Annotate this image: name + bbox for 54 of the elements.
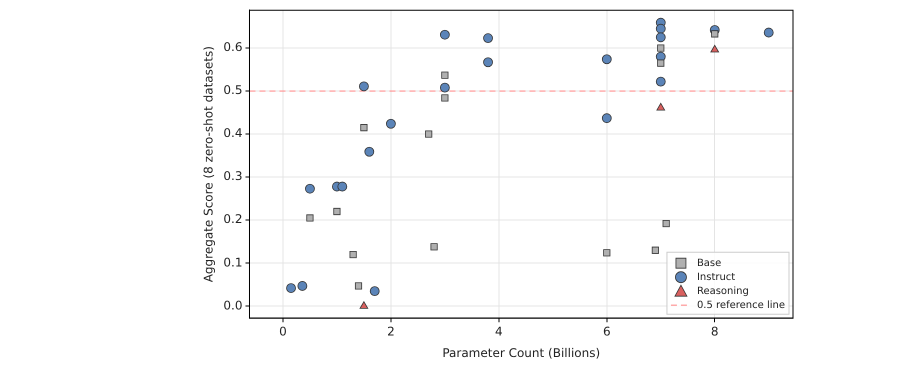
legend-label: Instruct [696,272,736,283]
point [425,130,432,138]
point [370,286,380,296]
x-tick-label: 4 [495,324,503,339]
point [656,24,666,34]
point [440,82,450,93]
point [483,33,493,44]
legend-label: Base [696,258,722,269]
legend-label: Reasoning [696,286,749,297]
point [656,32,666,42]
point [286,283,296,293]
point [306,214,314,222]
point [350,250,357,258]
point [305,184,315,194]
point [656,102,666,110]
point [602,54,612,64]
x-tick-label: 8 [710,324,719,339]
point [441,94,448,102]
x-tick-label: 6 [602,324,611,339]
point [430,243,438,250]
point [440,30,450,40]
y-tick-label: 0.2 [223,212,242,226]
y-tick-label: 0.5 [223,83,242,98]
point [657,60,664,67]
point [656,76,666,87]
point [360,301,368,309]
point [337,182,348,192]
point [710,44,720,52]
y-tick-label: 0.1 [223,255,242,270]
point [662,220,670,228]
point [354,282,362,290]
y-tick-label: 0.4 [223,126,242,140]
point [441,72,448,79]
point [364,146,374,157]
point [652,246,659,254]
point [360,124,368,132]
y-tick-label: 0.3 [223,169,242,184]
point [603,249,610,256]
point [657,44,664,52]
point [483,57,493,68]
point [297,281,308,291]
y-tick-label: 0.0 [223,298,242,312]
point [333,208,341,216]
x-axis-title: Parameter Count (Billions) [442,346,600,360]
point [359,81,369,92]
point [764,28,774,38]
y-axis-title: Aggregate Score (8 zero-shot datasets) [201,46,216,282]
x-tick-label: 2 [387,324,395,339]
x-tick-label: 0 [279,324,287,339]
legend-label: 0.5 reference line [696,300,786,311]
point [711,30,718,38]
point [386,118,396,129]
point [602,113,612,124]
y-tick-label: 0.6 [223,40,242,54]
